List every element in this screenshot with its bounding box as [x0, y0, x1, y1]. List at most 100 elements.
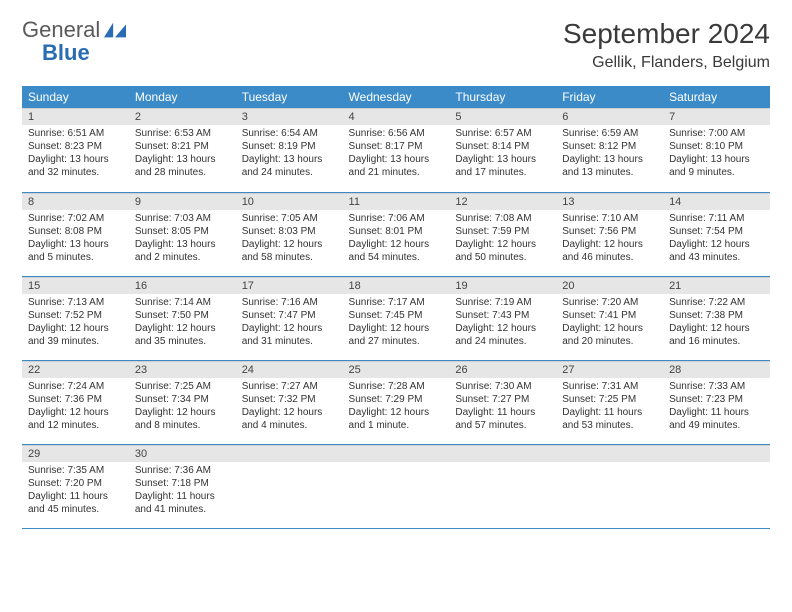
sunset-text: Sunset: 7:20 PM	[28, 477, 123, 490]
day-number: 6	[556, 108, 663, 125]
sunrise-text: Sunrise: 6:51 AM	[28, 127, 123, 140]
daylight-text: Daylight: 12 hours and 35 minutes.	[135, 322, 230, 348]
day-cell: 3Sunrise: 6:54 AMSunset: 8:19 PMDaylight…	[236, 108, 343, 192]
day-cell	[556, 444, 663, 528]
sunrise-text: Sunrise: 7:17 AM	[349, 296, 444, 309]
weekday-header: Tuesday	[236, 86, 343, 108]
sunset-text: Sunset: 7:29 PM	[349, 393, 444, 406]
sunrise-text: Sunrise: 7:13 AM	[28, 296, 123, 309]
day-cell: 7Sunrise: 7:00 AMSunset: 8:10 PMDaylight…	[663, 108, 770, 192]
daylight-text: Daylight: 12 hours and 20 minutes.	[562, 322, 657, 348]
daylight-text: Daylight: 13 hours and 21 minutes.	[349, 153, 444, 179]
day-number: 20	[556, 277, 663, 294]
daylight-text: Daylight: 13 hours and 32 minutes.	[28, 153, 123, 179]
day-cell: 13Sunrise: 7:10 AMSunset: 7:56 PMDayligh…	[556, 192, 663, 276]
daylight-text: Daylight: 11 hours and 53 minutes.	[562, 406, 657, 432]
day-body: Sunrise: 7:19 AMSunset: 7:43 PMDaylight:…	[449, 294, 556, 352]
day-number: 21	[663, 277, 770, 294]
daylight-text: Daylight: 11 hours and 41 minutes.	[135, 490, 230, 516]
day-cell: 30Sunrise: 7:36 AMSunset: 7:18 PMDayligh…	[129, 444, 236, 528]
sunrise-text: Sunrise: 7:16 AM	[242, 296, 337, 309]
daylight-text: Daylight: 11 hours and 57 minutes.	[455, 406, 550, 432]
daylight-text: Daylight: 12 hours and 43 minutes.	[669, 238, 764, 264]
calendar-table: Sunday Monday Tuesday Wednesday Thursday…	[22, 86, 770, 529]
day-body: Sunrise: 6:54 AMSunset: 8:19 PMDaylight:…	[236, 125, 343, 183]
daylight-text: Daylight: 13 hours and 17 minutes.	[455, 153, 550, 179]
day-body: Sunrise: 7:35 AMSunset: 7:20 PMDaylight:…	[22, 462, 129, 520]
day-number: 2	[129, 108, 236, 125]
day-number: 13	[556, 193, 663, 210]
sunset-text: Sunset: 7:45 PM	[349, 309, 444, 322]
day-cell: 17Sunrise: 7:16 AMSunset: 7:47 PMDayligh…	[236, 276, 343, 360]
weekday-header: Monday	[129, 86, 236, 108]
sunrise-text: Sunrise: 7:03 AM	[135, 212, 230, 225]
day-cell: 20Sunrise: 7:20 AMSunset: 7:41 PMDayligh…	[556, 276, 663, 360]
weekday-header: Sunday	[22, 86, 129, 108]
day-body: Sunrise: 7:33 AMSunset: 7:23 PMDaylight:…	[663, 378, 770, 436]
sunset-text: Sunset: 7:23 PM	[669, 393, 764, 406]
day-cell: 26Sunrise: 7:30 AMSunset: 7:27 PMDayligh…	[449, 360, 556, 444]
day-body: Sunrise: 7:25 AMSunset: 7:34 PMDaylight:…	[129, 378, 236, 436]
sunrise-text: Sunrise: 7:05 AM	[242, 212, 337, 225]
sunrise-text: Sunrise: 7:10 AM	[562, 212, 657, 225]
sunset-text: Sunset: 8:12 PM	[562, 140, 657, 153]
day-body: Sunrise: 7:20 AMSunset: 7:41 PMDaylight:…	[556, 294, 663, 352]
day-body: Sunrise: 6:56 AMSunset: 8:17 PMDaylight:…	[343, 125, 450, 183]
sunset-text: Sunset: 7:54 PM	[669, 225, 764, 238]
week-row: 22Sunrise: 7:24 AMSunset: 7:36 PMDayligh…	[22, 360, 770, 444]
daylight-text: Daylight: 11 hours and 45 minutes.	[28, 490, 123, 516]
header: General Blue September 2024 Gellik, Flan…	[22, 18, 770, 72]
sunset-text: Sunset: 7:50 PM	[135, 309, 230, 322]
daylight-text: Daylight: 12 hours and 8 minutes.	[135, 406, 230, 432]
day-cell: 2Sunrise: 6:53 AMSunset: 8:21 PMDaylight…	[129, 108, 236, 192]
day-number: 1	[22, 108, 129, 125]
daylight-text: Daylight: 13 hours and 28 minutes.	[135, 153, 230, 179]
day-cell: 12Sunrise: 7:08 AMSunset: 7:59 PMDayligh…	[449, 192, 556, 276]
sunset-text: Sunset: 7:59 PM	[455, 225, 550, 238]
day-cell: 1Sunrise: 6:51 AMSunset: 8:23 PMDaylight…	[22, 108, 129, 192]
daylight-text: Daylight: 12 hours and 46 minutes.	[562, 238, 657, 264]
day-body: Sunrise: 7:10 AMSunset: 7:56 PMDaylight:…	[556, 210, 663, 268]
sunset-text: Sunset: 8:03 PM	[242, 225, 337, 238]
day-cell: 18Sunrise: 7:17 AMSunset: 7:45 PMDayligh…	[343, 276, 450, 360]
day-body: Sunrise: 7:13 AMSunset: 7:52 PMDaylight:…	[22, 294, 129, 352]
sunrise-text: Sunrise: 7:31 AM	[562, 380, 657, 393]
day-number	[236, 445, 343, 462]
weekday-header: Thursday	[449, 86, 556, 108]
day-number: 24	[236, 361, 343, 378]
day-number: 17	[236, 277, 343, 294]
daylight-text: Daylight: 13 hours and 13 minutes.	[562, 153, 657, 179]
daylight-text: Daylight: 12 hours and 24 minutes.	[455, 322, 550, 348]
day-number	[449, 445, 556, 462]
day-cell: 6Sunrise: 6:59 AMSunset: 8:12 PMDaylight…	[556, 108, 663, 192]
day-number: 29	[22, 445, 129, 462]
daylight-text: Daylight: 11 hours and 49 minutes.	[669, 406, 764, 432]
day-number: 5	[449, 108, 556, 125]
day-number: 10	[236, 193, 343, 210]
day-number: 9	[129, 193, 236, 210]
location: Gellik, Flanders, Belgium	[563, 54, 770, 72]
logo-word2: Blue	[42, 41, 126, 64]
day-number	[663, 445, 770, 462]
day-number: 7	[663, 108, 770, 125]
day-cell: 15Sunrise: 7:13 AMSunset: 7:52 PMDayligh…	[22, 276, 129, 360]
day-body: Sunrise: 6:57 AMSunset: 8:14 PMDaylight:…	[449, 125, 556, 183]
day-cell: 25Sunrise: 7:28 AMSunset: 7:29 PMDayligh…	[343, 360, 450, 444]
sunset-text: Sunset: 7:34 PM	[135, 393, 230, 406]
sunrise-text: Sunrise: 7:36 AM	[135, 464, 230, 477]
day-body: Sunrise: 6:59 AMSunset: 8:12 PMDaylight:…	[556, 125, 663, 183]
sunset-text: Sunset: 8:05 PM	[135, 225, 230, 238]
day-number	[343, 445, 450, 462]
day-body	[343, 462, 450, 468]
sunrise-text: Sunrise: 7:02 AM	[28, 212, 123, 225]
sunset-text: Sunset: 7:43 PM	[455, 309, 550, 322]
sunset-text: Sunset: 8:08 PM	[28, 225, 123, 238]
day-number: 28	[663, 361, 770, 378]
sunrise-text: Sunrise: 7:28 AM	[349, 380, 444, 393]
sunrise-text: Sunrise: 6:59 AM	[562, 127, 657, 140]
logo: General Blue	[22, 18, 126, 64]
sunset-text: Sunset: 7:52 PM	[28, 309, 123, 322]
sunrise-text: Sunrise: 7:35 AM	[28, 464, 123, 477]
week-row: 15Sunrise: 7:13 AMSunset: 7:52 PMDayligh…	[22, 276, 770, 360]
sunset-text: Sunset: 7:25 PM	[562, 393, 657, 406]
